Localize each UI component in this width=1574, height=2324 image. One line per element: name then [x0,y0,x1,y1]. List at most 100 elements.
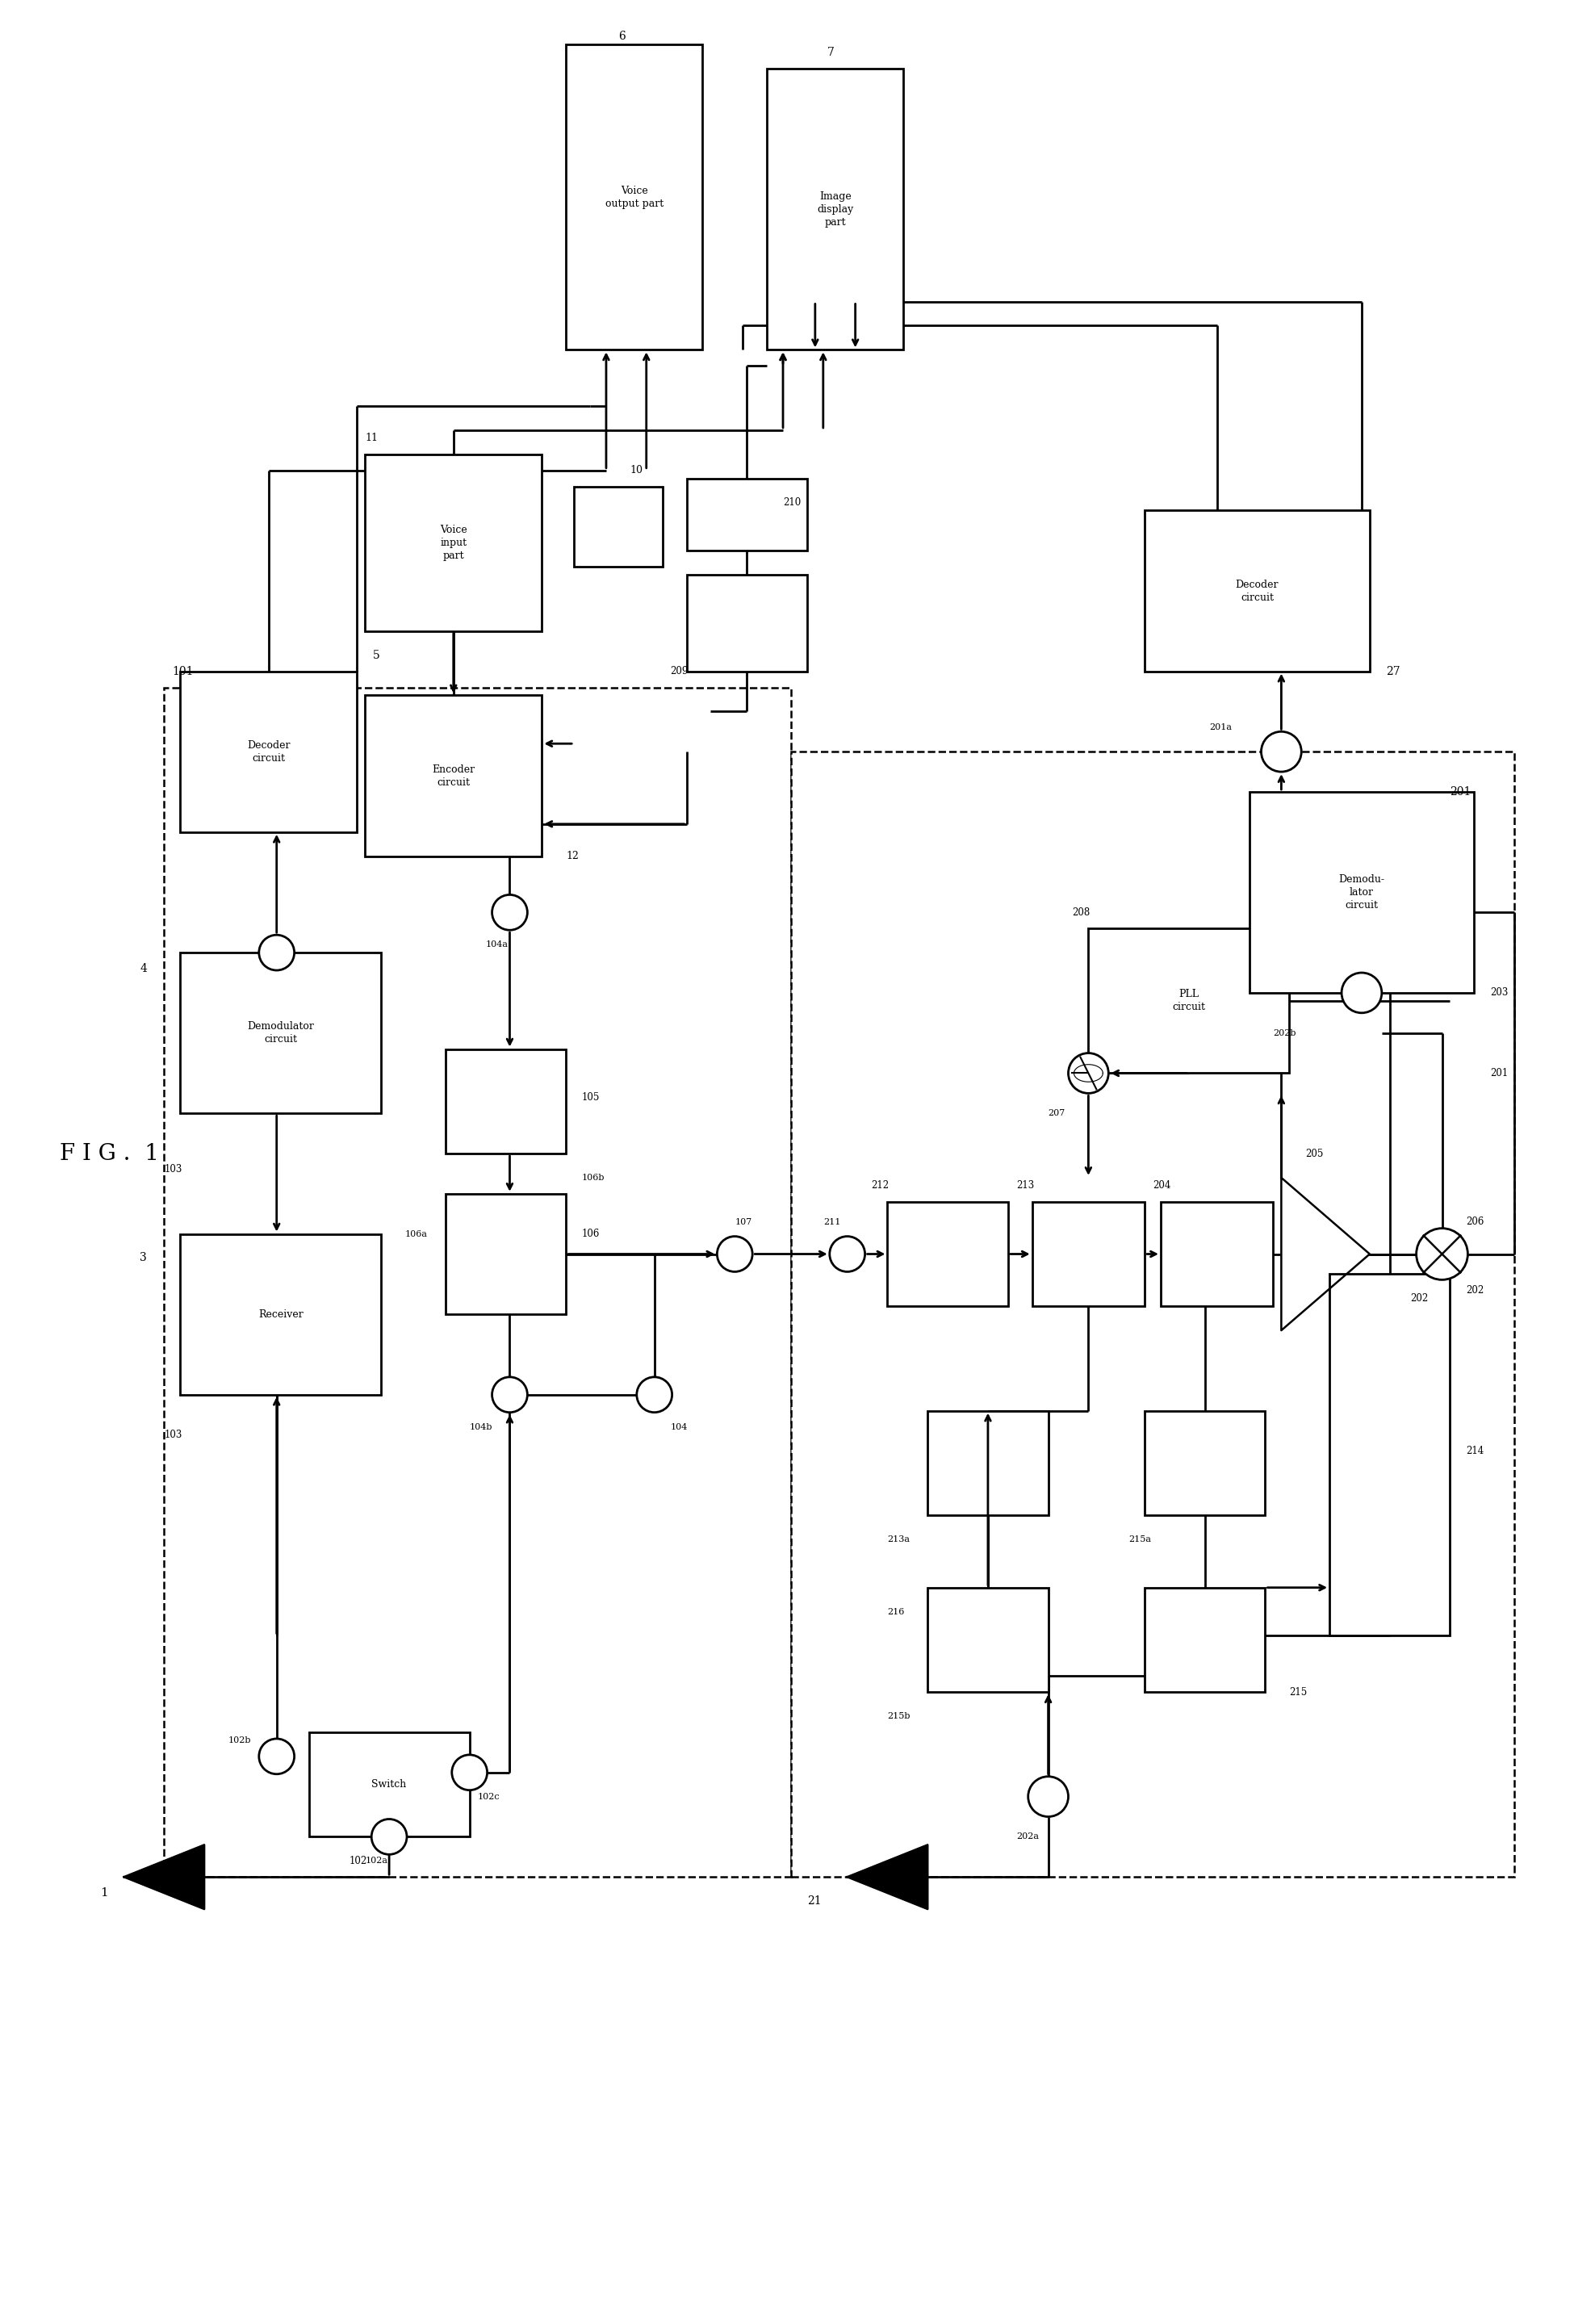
Text: 212: 212 [872,1181,889,1190]
Text: Switch: Switch [371,1780,406,1789]
Text: 202a: 202a [1017,1834,1039,1841]
Bar [1144,511,1369,672]
Circle shape [493,1378,527,1413]
Bar [1144,1587,1265,1692]
Text: 106: 106 [582,1229,600,1239]
Bar [888,1202,1007,1306]
Bar [567,44,702,351]
Bar [1144,1411,1265,1515]
Text: 211: 211 [823,1218,841,1227]
Text: 201a: 201a [1209,723,1231,732]
Text: 21: 21 [807,1896,822,1906]
Text: Decoder
circuit: Decoder circuit [1236,579,1278,602]
Text: 213: 213 [1017,1181,1034,1190]
Text: Voice
input
part: Voice input part [439,525,467,560]
Text: Decoder
circuit: Decoder circuit [247,739,290,762]
Text: F I G .  1: F I G . 1 [60,1143,159,1164]
Text: 4: 4 [140,962,146,974]
Bar [365,695,541,855]
Text: 102a: 102a [365,1857,387,1864]
Text: 101: 101 [172,665,194,676]
Text: 27: 27 [1385,665,1399,676]
Text: 106a: 106a [405,1229,428,1239]
Text: 201: 201 [1450,786,1472,797]
Text: 3: 3 [140,1253,146,1264]
Circle shape [1028,1776,1069,1817]
Text: 213a: 213a [888,1536,910,1543]
Bar [1330,1274,1450,1636]
Text: 102c: 102c [477,1792,501,1801]
Text: Demodulator
circuit: Demodulator circuit [247,1020,315,1046]
Text: 104a: 104a [486,941,508,948]
Bar [179,953,381,1113]
Text: Receiver: Receiver [258,1308,304,1320]
Bar [164,688,792,1878]
Text: Image
display
part: Image display part [817,191,853,228]
Circle shape [1341,974,1382,1013]
Text: 106b: 106b [582,1174,604,1181]
Circle shape [260,934,294,971]
Bar [1160,1202,1273,1306]
Circle shape [493,895,527,930]
Circle shape [371,1820,406,1855]
Text: Encoder
circuit: Encoder circuit [431,765,475,788]
Text: 216: 216 [888,1608,905,1615]
Text: 102b: 102b [228,1736,252,1745]
Text: 215b: 215b [888,1713,910,1720]
Text: 103: 103 [164,1429,183,1441]
Text: 204: 204 [1152,1181,1171,1190]
Bar [792,751,1514,1878]
Text: 206: 206 [1465,1218,1484,1227]
Text: 215: 215 [1289,1687,1308,1697]
Text: 1: 1 [99,1887,107,1899]
Text: 209: 209 [671,667,688,676]
Text: 11: 11 [365,432,378,444]
Circle shape [718,1236,752,1271]
Text: 6: 6 [619,30,626,42]
Text: 202: 202 [1410,1292,1428,1304]
Text: 105: 105 [582,1092,600,1102]
Text: 104b: 104b [469,1422,493,1432]
Text: 7: 7 [828,46,834,58]
Circle shape [637,1378,672,1413]
Text: 5: 5 [373,651,381,660]
Text: 203: 203 [1491,988,1508,997]
Text: 214: 214 [1465,1446,1484,1457]
Bar [767,67,903,351]
Bar [1033,1202,1144,1306]
Text: 10: 10 [630,465,644,476]
Bar [927,1411,1048,1515]
Text: Demodu-
lator
circuit: Demodu- lator circuit [1338,874,1385,911]
Bar [445,1195,567,1315]
Text: Voice
output part: Voice output part [604,186,664,209]
Text: 104: 104 [671,1422,688,1432]
Text: 202b: 202b [1273,1030,1297,1037]
Bar [927,1587,1048,1692]
Bar [179,672,357,832]
Circle shape [829,1236,866,1271]
Bar [365,453,541,632]
Bar [1250,792,1475,992]
Text: 210: 210 [782,497,801,507]
Text: 202: 202 [1465,1285,1484,1294]
Text: 215a: 215a [1129,1536,1151,1543]
Polygon shape [124,1845,205,1908]
Polygon shape [847,1845,927,1908]
Text: 205: 205 [1305,1148,1324,1160]
Bar [575,486,663,567]
Bar [445,1048,567,1153]
Text: 207: 207 [1048,1109,1066,1118]
Text: 12: 12 [567,851,579,862]
Text: 107: 107 [735,1218,752,1227]
Bar [1088,930,1289,1074]
Text: 208: 208 [1072,906,1091,918]
Bar [686,574,807,672]
Text: 103: 103 [164,1164,183,1176]
Circle shape [1069,1053,1108,1092]
Bar [309,1731,469,1836]
Circle shape [452,1755,488,1789]
Circle shape [260,1738,294,1773]
Text: 201: 201 [1491,1069,1508,1078]
Bar [686,479,807,551]
Bar [179,1234,381,1394]
